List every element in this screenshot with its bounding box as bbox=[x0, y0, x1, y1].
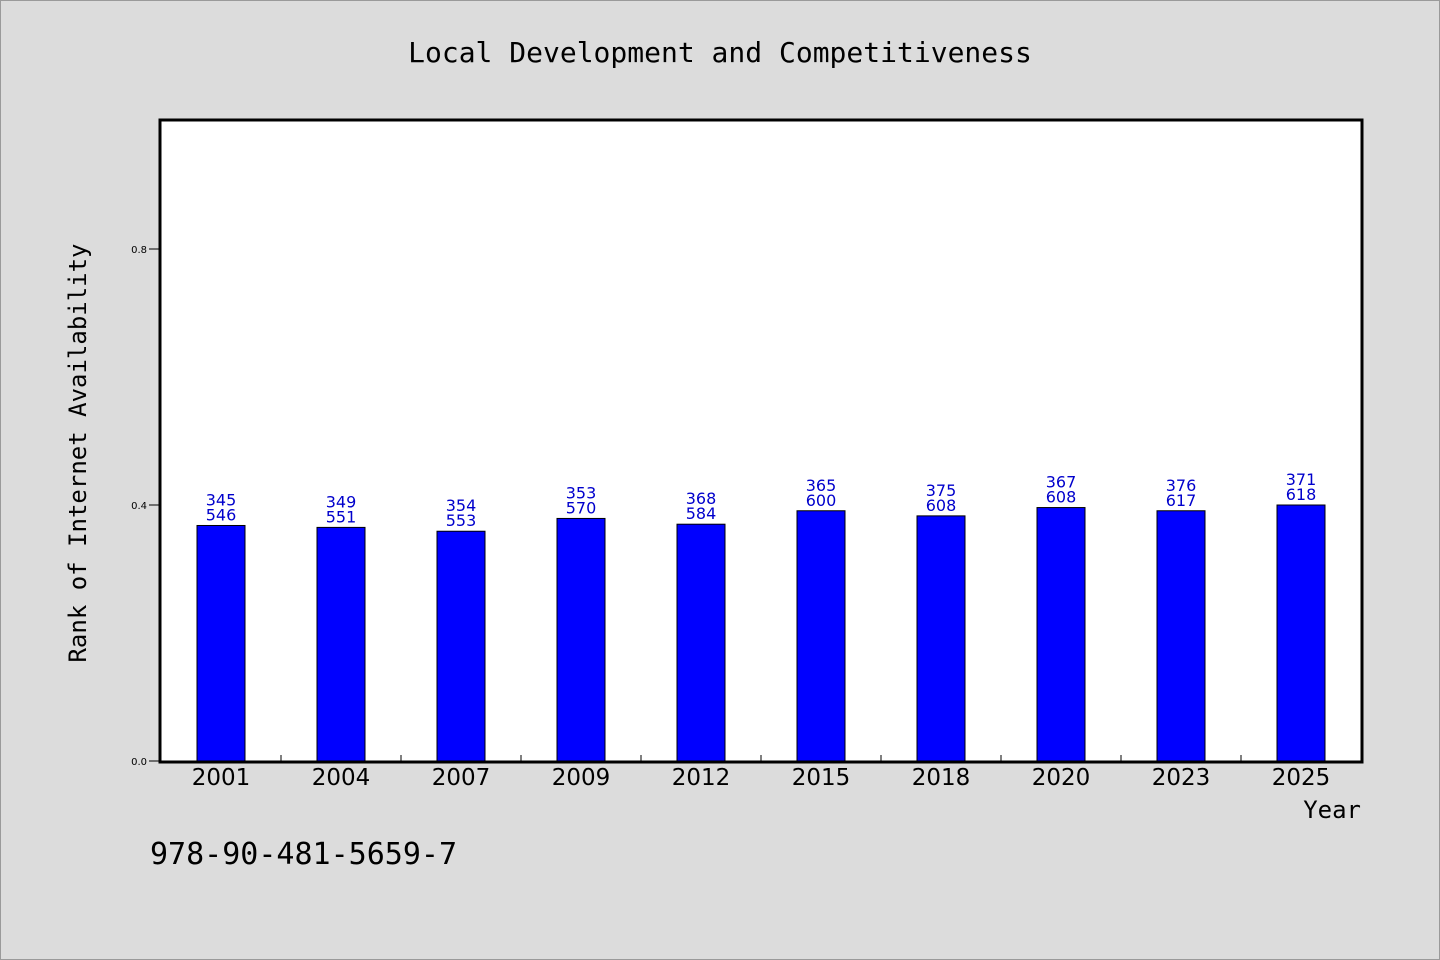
bar-label-bottom: 618 bbox=[1286, 485, 1317, 504]
bar bbox=[196, 524, 246, 762]
bar bbox=[796, 510, 846, 762]
x-axis-ticks bbox=[280, 755, 1242, 761]
bar-label-bottom: 608 bbox=[926, 496, 957, 515]
x-tick-label: 2023 bbox=[1152, 765, 1211, 791]
y-tick-label: 0.4 bbox=[131, 501, 147, 512]
y-tick-label: 0.0 bbox=[131, 757, 147, 768]
bar bbox=[1156, 510, 1206, 762]
bar-label-bottom: 551 bbox=[326, 507, 357, 526]
bar-label-top: 345 bbox=[206, 490, 237, 509]
bar-label-top: 365 bbox=[806, 476, 837, 495]
bar-label-top: 353 bbox=[566, 483, 597, 502]
bar-label-bottom: 608 bbox=[1046, 488, 1077, 507]
bar bbox=[676, 523, 726, 762]
x-tick-label: 2001 bbox=[192, 765, 251, 791]
bar-label-bottom: 600 bbox=[806, 491, 837, 510]
bar bbox=[316, 526, 366, 762]
x-tick-label: 2015 bbox=[792, 765, 851, 791]
x-tick-label: 2018 bbox=[912, 765, 971, 791]
bars bbox=[196, 504, 1326, 762]
x-tick-label: 2012 bbox=[672, 765, 731, 791]
bar-label-bottom: 553 bbox=[446, 511, 477, 530]
x-tick-label: 2025 bbox=[1272, 765, 1331, 791]
y-axis-ticks: 0.0 0.4 0.8 bbox=[131, 245, 160, 768]
bar-label-bottom: 570 bbox=[566, 498, 597, 517]
bar-label-bottom: 617 bbox=[1166, 491, 1197, 510]
y-axis-label: Rank of Internet Availability bbox=[64, 243, 92, 662]
bar bbox=[1036, 507, 1086, 762]
bar bbox=[556, 517, 606, 762]
x-axis-label: Year bbox=[1303, 796, 1361, 824]
bar-label-top: 367 bbox=[1046, 473, 1077, 492]
bar-label-top: 349 bbox=[326, 492, 357, 511]
x-tick-label: 2007 bbox=[432, 765, 491, 791]
bar-label-top: 376 bbox=[1166, 476, 1197, 495]
x-axis-tick-labels: 2001 2004 2007 2009 2012 2015 2018 2020 2023 2025 bbox=[192, 765, 1331, 791]
x-tick-label: 2020 bbox=[1032, 765, 1091, 791]
bar bbox=[1276, 504, 1326, 762]
bar-label-bottom: 546 bbox=[206, 505, 237, 524]
x-tick-label: 2009 bbox=[552, 765, 611, 791]
bar-label-bottom: 584 bbox=[686, 504, 717, 523]
x-tick-label: 2004 bbox=[312, 765, 371, 791]
isbn-text: 978-90-481-5659-7 bbox=[150, 837, 457, 872]
bar-label-top: 368 bbox=[686, 489, 717, 508]
bar-label-top: 371 bbox=[1286, 470, 1317, 489]
bar bbox=[916, 515, 966, 762]
bar-label-top: 354 bbox=[446, 496, 477, 515]
chart-title: Local Development and Competitiveness bbox=[408, 36, 1032, 69]
bar bbox=[436, 530, 486, 762]
bar-label-top: 375 bbox=[926, 481, 957, 500]
y-tick-label: 0.8 bbox=[131, 245, 147, 256]
